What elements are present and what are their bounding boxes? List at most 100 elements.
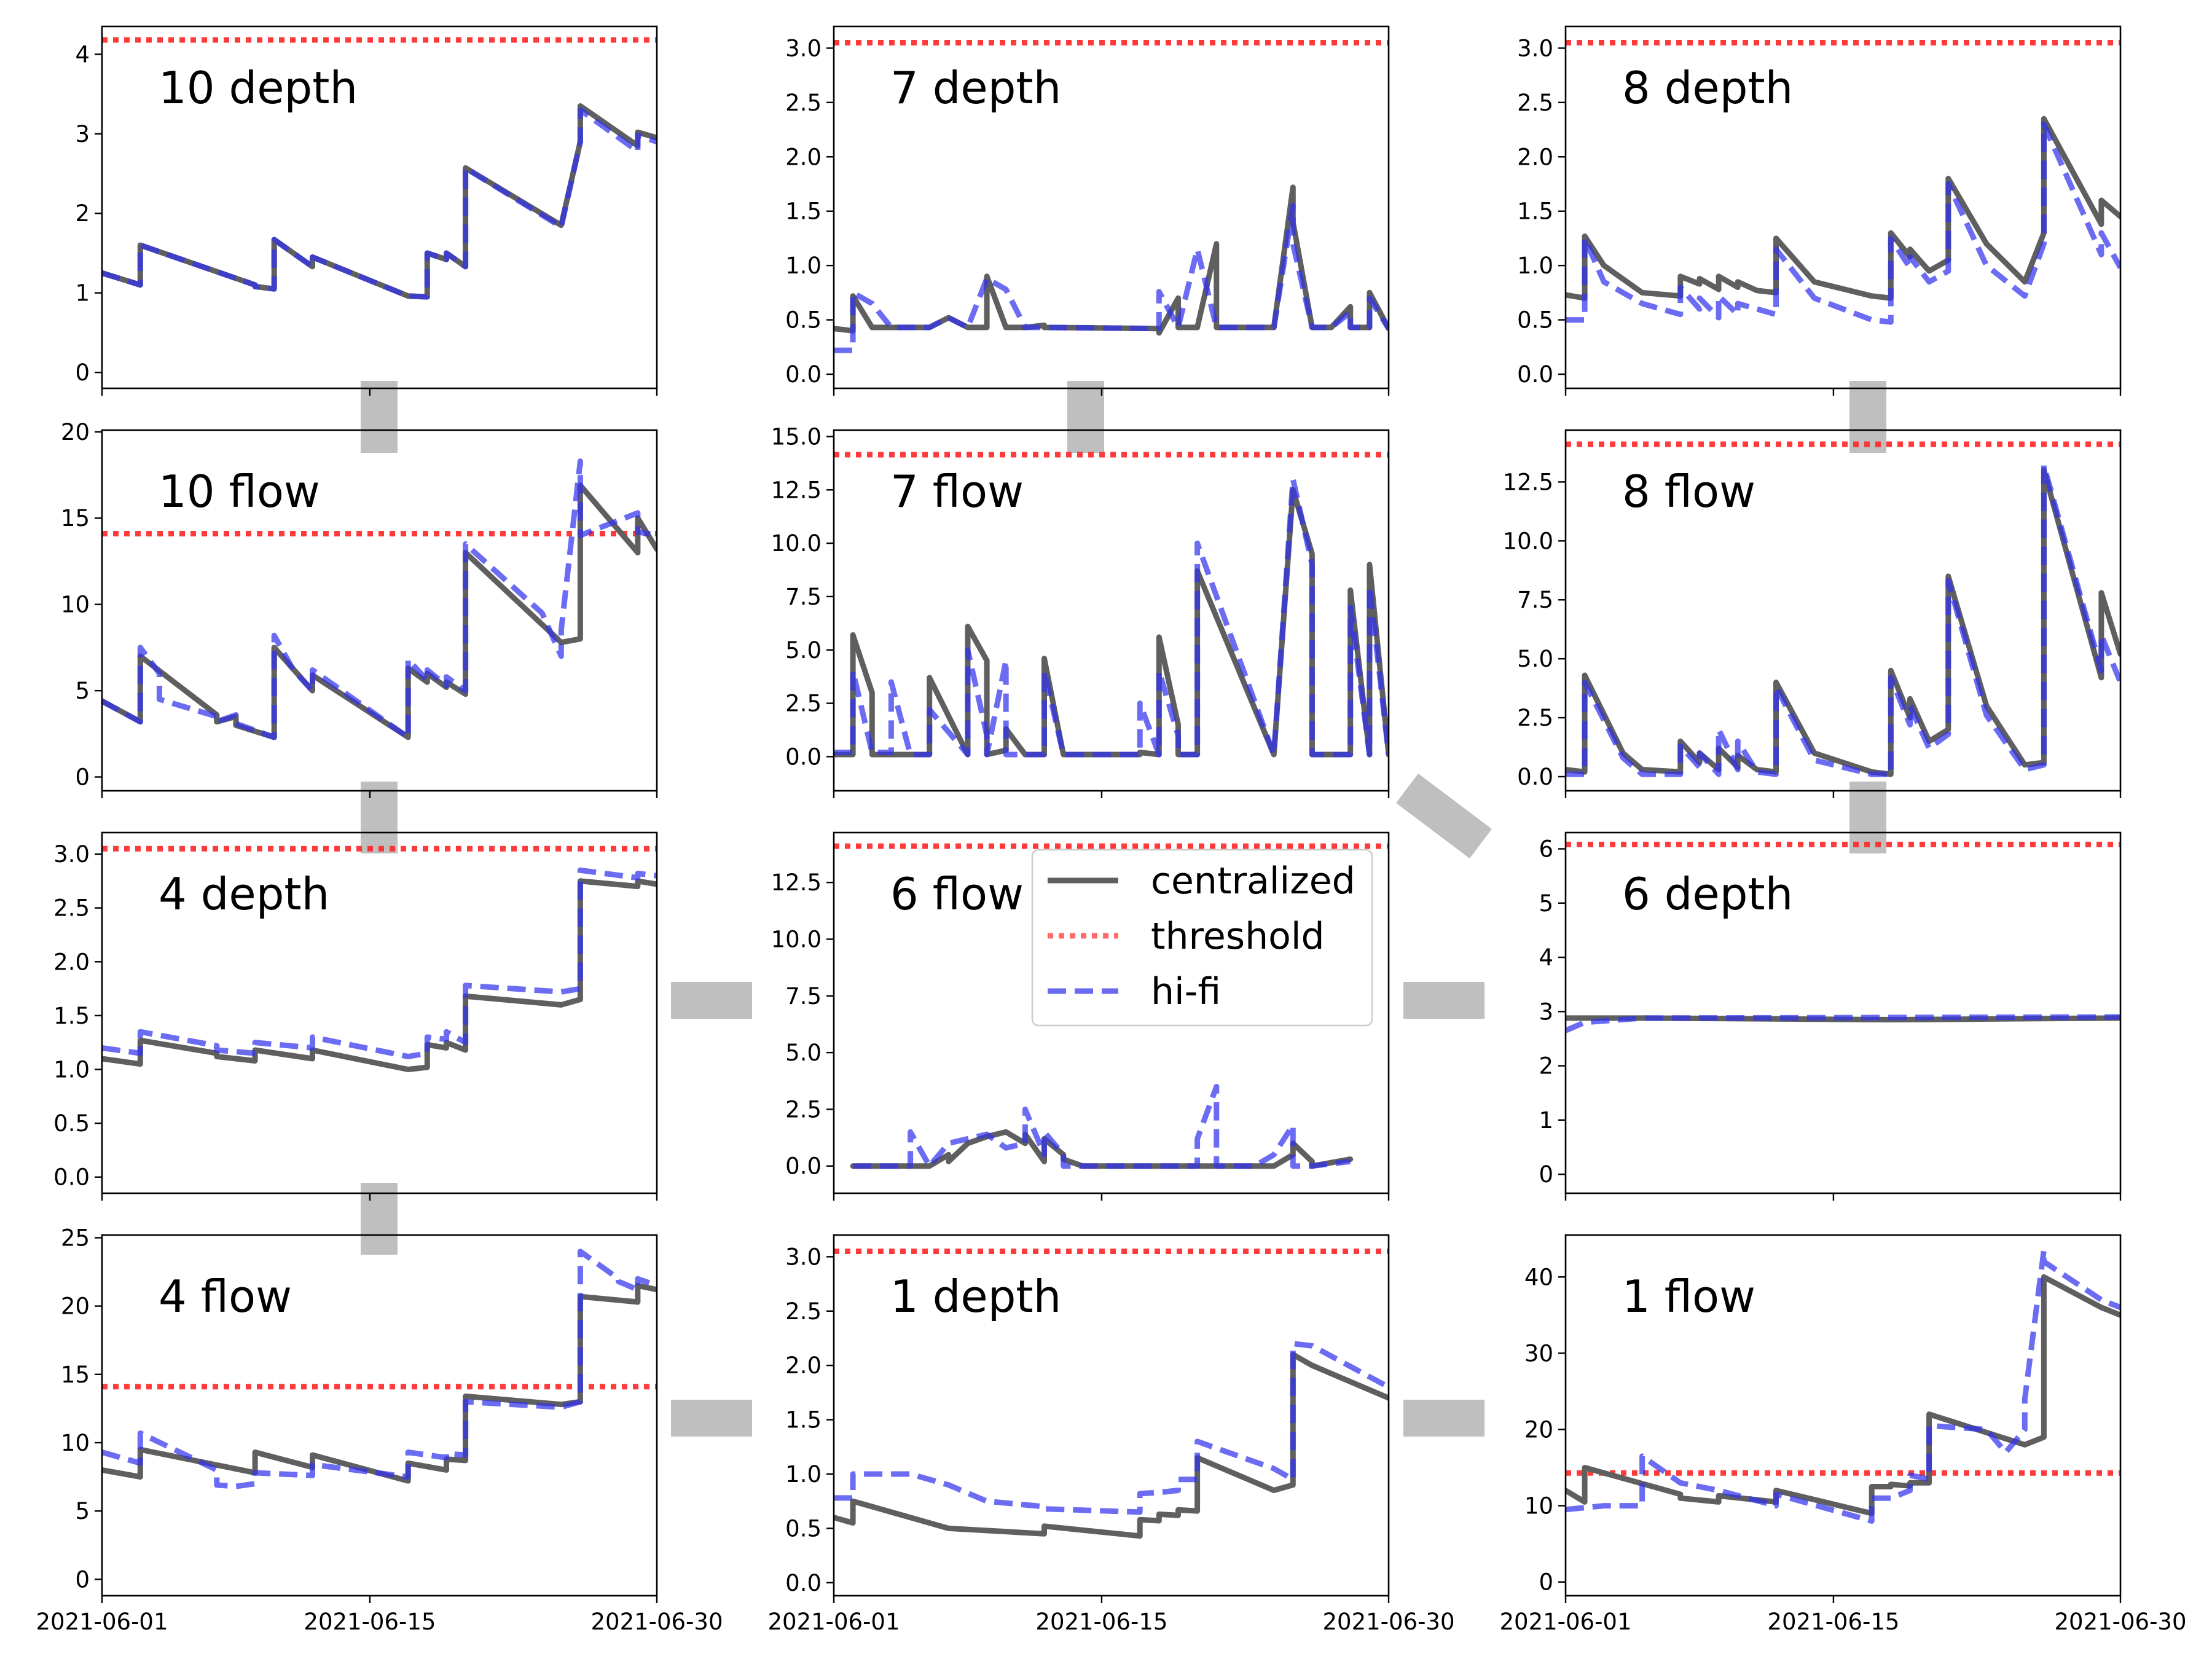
y-tick-label: 0.5 — [53, 1110, 90, 1137]
connector-vertical — [1849, 782, 1886, 853]
series-line-hi-fi — [834, 476, 1389, 758]
axes-frame — [1564, 1234, 2122, 1597]
y-tick-label: 10 — [61, 592, 90, 618]
panel-10-flow: 0 5 10 15 20 10 flow — [61, 419, 658, 798]
plot-area — [1566, 40, 2120, 325]
x-tick-label: 2021-06-01 — [1499, 1609, 1631, 1635]
panel-title: 4 flow — [159, 1271, 292, 1322]
series-line-centralized — [1566, 1274, 2120, 1516]
y-tick-label: 12.5 — [1503, 469, 1553, 495]
series-line-hi-fi — [102, 1249, 657, 1489]
y-tick-label: 6 — [1539, 836, 1553, 862]
y-tick-label: 0.0 — [785, 1570, 822, 1596]
series-line-hi-fi — [1566, 1014, 2120, 1033]
x-tick-label: 2021-06-30 — [590, 1609, 723, 1635]
panel-1-flow: 0 10 20 30 40 2021-06-01 2021-06-15 2021-06-30 1… — [1499, 1234, 2187, 1635]
y-tick-label: 2 — [1539, 1053, 1553, 1080]
connector-vertical — [361, 1183, 398, 1255]
pipe-connectors — [361, 381, 1886, 1437]
y-tick-label: 3 — [75, 121, 90, 147]
connector-horizontal — [671, 982, 752, 1019]
panel-title: 4 depth — [159, 868, 329, 920]
series-line-hi-fi — [102, 458, 657, 740]
y-tick-label: 5 — [75, 678, 90, 704]
x-tick-label: 2021-06-15 — [304, 1609, 436, 1635]
panel-title: 1 depth — [890, 1271, 1061, 1322]
y-tick-label: 1.5 — [785, 1407, 822, 1433]
y-tick-label: 0.0 — [785, 1153, 822, 1180]
y-tick-label: 0.5 — [785, 307, 822, 334]
series-line-centralized — [834, 1352, 1389, 1539]
plot-area — [102, 1249, 657, 1489]
plot-area — [834, 40, 1389, 353]
y-tick-label: 20 — [1524, 1416, 1553, 1443]
axes-frame — [101, 1234, 658, 1597]
axes-frame — [101, 831, 658, 1194]
legend-label-hi-fi: hi-fi — [1151, 970, 1221, 1013]
y-tick-label: 2.0 — [785, 1352, 822, 1379]
plot-area — [1566, 841, 2120, 1033]
y-tick-label: 2 — [75, 200, 90, 227]
series-line-hi-fi — [1566, 1247, 2120, 1524]
panel-title: 1 flow — [1622, 1271, 1755, 1322]
plot-area — [102, 37, 657, 300]
y-tick-label: 0 — [75, 764, 90, 791]
series-line-hi-fi — [834, 1341, 1389, 1515]
connector-vertical — [1849, 381, 1886, 453]
panel-7-depth: 0.0 0.5 1.0 1.5 2.0 2.5 3.0 7 depth — [785, 25, 1390, 396]
connector-vertical — [361, 381, 398, 453]
plot-area — [1566, 441, 2120, 777]
series-line-hi-fi — [834, 203, 1389, 353]
panel-7-flow: 0.0 2.5 5.0 7.5 10.0 12.5 15.0 7 flow — [771, 423, 1390, 798]
panel-title: 8 flow — [1622, 466, 1755, 517]
y-tick-label: 7.5 — [785, 983, 822, 1010]
y-tick-label: 0.0 — [785, 743, 822, 770]
plot-area — [834, 1249, 1389, 1539]
y-tick-label: 5.0 — [785, 637, 822, 664]
connector-diagonal — [1396, 773, 1492, 859]
y-tick-label: 10 — [1524, 1493, 1553, 1520]
y-tick-label: 15.0 — [771, 423, 822, 450]
axes-frame — [833, 25, 1390, 390]
axes-frame — [1564, 429, 2122, 792]
connector-horizontal — [1403, 982, 1484, 1019]
y-tick-label: 2.0 — [1517, 144, 1553, 170]
y-tick-label: 0 — [1539, 1569, 1553, 1596]
legend: centralized threshold hi-fi — [1031, 849, 1373, 1027]
y-tick-label: 2.5 — [785, 1298, 822, 1325]
y-tick-label: 1.0 — [1517, 253, 1553, 279]
y-tick-label: 2.5 — [1517, 705, 1553, 731]
axes-frame — [1564, 25, 2122, 390]
series-line-hi-fi — [102, 867, 657, 1059]
y-tick-label: 0.0 — [1517, 361, 1553, 388]
y-tick-label: 0.5 — [1517, 307, 1553, 334]
legend-label-threshold: threshold — [1151, 915, 1325, 958]
y-tick-label: 10.0 — [1503, 528, 1553, 554]
panel-8-depth: 0.0 0.5 1.0 1.5 2.0 2.5 3.0 8 depth — [1517, 25, 2122, 396]
y-tick-label: 0.0 — [1517, 764, 1553, 790]
panel-title: 8 depth — [1622, 62, 1793, 114]
x-tick-label: 2021-06-30 — [1322, 1609, 1454, 1635]
y-tick-label: 5 — [1539, 890, 1553, 917]
y-tick-label: 7.5 — [785, 584, 822, 610]
y-tick-label: 30 — [1524, 1340, 1553, 1367]
x-tick-label: 2021-06-01 — [767, 1609, 900, 1635]
plot-area — [834, 843, 1389, 1169]
y-tick-label: 15 — [61, 505, 90, 531]
y-tick-label: 2.0 — [53, 949, 90, 975]
connector-vertical — [361, 782, 398, 853]
plot-area — [834, 452, 1389, 758]
x-tick-label: 2021-06-15 — [1767, 1609, 1899, 1635]
series-line-hi-fi — [1566, 463, 2120, 777]
y-tick-label: 3.0 — [785, 35, 822, 61]
x-tick-label: 2021-06-15 — [1035, 1609, 1167, 1635]
panel-10-depth: 0 1 2 3 4 10 depth — [75, 25, 658, 396]
y-tick-label: 20 — [61, 1293, 90, 1320]
panel-title: 6 flow — [890, 868, 1024, 920]
connector-horizontal — [671, 1400, 752, 1437]
y-tick-label: 0.0 — [53, 1164, 90, 1191]
y-tick-label: 20 — [61, 419, 90, 445]
y-tick-label: 3.0 — [785, 1244, 822, 1270]
axes-frame — [833, 1234, 1390, 1597]
y-tick-label: 25 — [61, 1225, 90, 1251]
